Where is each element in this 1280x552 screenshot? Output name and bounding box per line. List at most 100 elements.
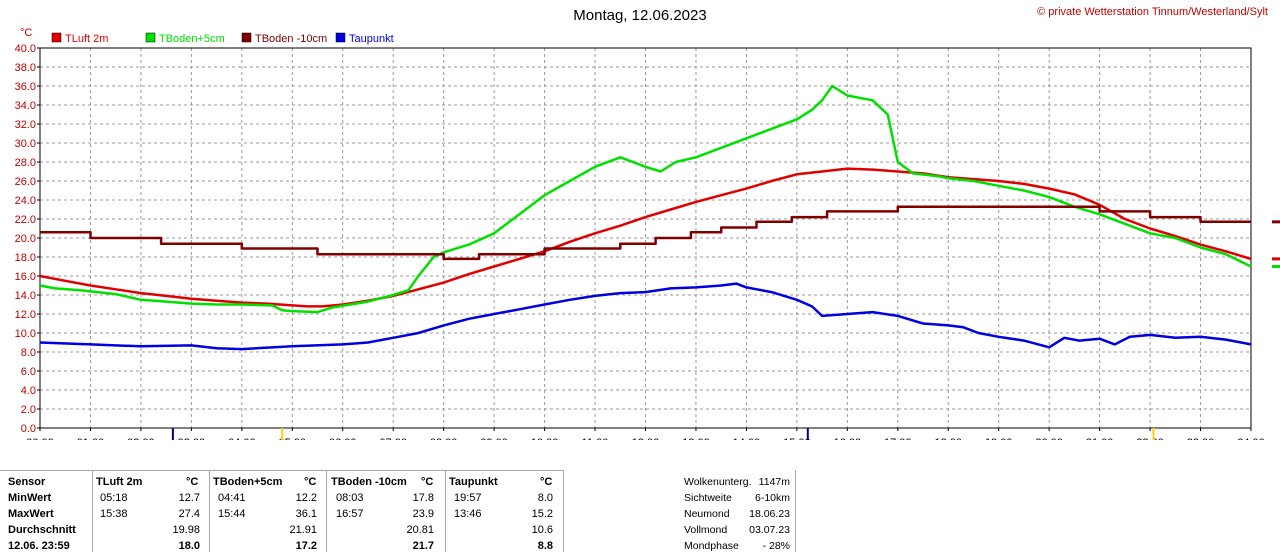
min-time: 04:41 (218, 492, 246, 504)
last-value: 17.2 (295, 540, 317, 552)
x-tick-label: 09:00 (480, 437, 508, 440)
min-value: 12.7 (178, 492, 200, 504)
chart-title: Montag, 12.06.2023 (573, 7, 706, 24)
row-label-max: MaxWert (8, 508, 54, 520)
x-tick-label: 01:00 (77, 437, 105, 440)
series-line (39, 84, 1252, 314)
info-label: Mondphase (684, 540, 739, 552)
x-tick-label: 02:00 (127, 437, 155, 440)
min-value: 12.2 (295, 492, 317, 504)
legend-label: Taupunkt (349, 33, 394, 45)
legend-swatch (335, 32, 346, 43)
y-tick-label: 2.0 (21, 404, 36, 416)
x-tick-label: 15:00 (783, 437, 811, 440)
table-separator (0, 470, 563, 471)
y-tick-label: 30.0 (15, 138, 36, 150)
info-label: Sichtweite (684, 492, 732, 504)
max-value: 27.4 (178, 508, 200, 520)
info-value: - 28% (762, 540, 790, 552)
col-divider (326, 470, 327, 552)
x-tick-label: 08:00 (430, 437, 458, 440)
y-tick-label: 34.0 (15, 100, 36, 112)
info-divider (795, 470, 796, 552)
col-divider (445, 470, 446, 552)
col-divider (563, 470, 564, 552)
x-tick-label: 04:00 (228, 437, 256, 440)
info-label: Wolkenunterg. (684, 476, 752, 488)
x-tick-label: 18:00 (934, 437, 962, 440)
col-unit: °C (186, 476, 199, 488)
legend-label: TLuft 2m (65, 33, 108, 45)
y-tick-label: 22.0 (15, 214, 36, 226)
x-tick-label: 11:00 (582, 437, 609, 440)
x-tick-label: 07:00 (379, 437, 407, 440)
x-tick-label: 10:00 (531, 437, 559, 440)
y-tick-label: 4.0 (21, 385, 36, 397)
last-value: 8.8 (537, 540, 553, 552)
min-time: 05:18 (100, 492, 128, 504)
avg-value: 10.6 (531, 524, 553, 536)
min-value: 8.0 (537, 492, 553, 504)
y-tick-label: 6.0 (21, 366, 36, 378)
max-time: 13:46 (454, 508, 482, 520)
y-tick-label: 18.0 (15, 252, 36, 264)
sensor-header: Sensor (8, 476, 46, 488)
legend-swatch (51, 32, 62, 43)
series-line (39, 282, 1252, 351)
legend-swatch (145, 32, 156, 43)
y-tick-label: 0.0 (21, 423, 36, 435)
series-lines (39, 84, 1252, 351)
y-tick-label: 36.0 (15, 81, 36, 93)
y-tick-label: 32.0 (15, 119, 36, 131)
legend-swatch (241, 32, 252, 43)
y-tick-label: 14.0 (15, 290, 36, 302)
x-tick-label: 03:00 (178, 437, 206, 440)
col-header-taupunkt: Taupunkt (449, 476, 498, 488)
col-header-tboden10: TBoden -10cm (331, 476, 407, 488)
info-label: Vollmond (684, 524, 728, 536)
info-label: Neumond (684, 508, 730, 520)
max-value: 23.9 (412, 508, 434, 520)
right-value-markers (1272, 220, 1280, 268)
col-unit: °C (540, 476, 553, 488)
stats-table: Sensor MinWert MaxWert Durchschnitt 12.0… (0, 470, 680, 552)
x-tick-label: 19:00 (985, 437, 1013, 440)
x-tick-label: 00:00 (26, 437, 54, 440)
x-tick-label: 14:00 (733, 437, 761, 440)
info-value: 03.07.23 (749, 524, 790, 536)
avg-value: 21.91 (289, 524, 317, 536)
y-tick-label: 38.0 (15, 62, 36, 74)
last-value: 18.0 (178, 540, 200, 552)
y-tick-label: 26.0 (15, 176, 36, 188)
x-tick-label: 12:00 (632, 437, 660, 440)
min-value: 17.8 (412, 492, 434, 504)
col-header-tluft: TLuft 2m (96, 476, 143, 488)
x-tick-label: 05:00 (279, 437, 307, 440)
y-tick-label: 16.0 (15, 271, 36, 283)
grid (40, 48, 1251, 428)
col-divider (92, 470, 93, 552)
y-tick-label: 12.0 (15, 309, 36, 321)
sun-moon-events: 17:1602:3804:4815:1322:04 (171, 428, 1155, 440)
row-label-avg: Durchschnitt (8, 524, 76, 536)
max-time: 16:57 (336, 508, 364, 520)
y-tick-label: 24.0 (15, 195, 36, 207)
y-tick-label: 28.0 (15, 157, 36, 169)
y-tick-label: 8.0 (21, 347, 36, 359)
last-value: 21.7 (412, 540, 434, 552)
x-tick-label: 24:00 (1237, 437, 1265, 440)
y-tick-label: 10.0 (15, 328, 36, 340)
y-tick-label: 40.0 (15, 43, 36, 55)
y-tick-label: 20.0 (15, 233, 36, 245)
y-unit-label: °C (20, 27, 32, 39)
avg-value: 20.81 (406, 524, 434, 536)
row-label-last: 12.06. 23:59 (8, 540, 70, 552)
max-time: 15:38 (100, 508, 128, 520)
x-axis: 00:00 01:00 02:00 03:00 04:00 05:00 06:00 07:00… (26, 428, 1265, 440)
min-time: 19:57 (454, 492, 482, 504)
col-unit: °C (304, 476, 317, 488)
x-tick-label: 16:00 (834, 437, 862, 440)
x-tick-label: 17:00 (884, 437, 912, 440)
col-header-tboden5: TBoden+5cm (213, 476, 283, 488)
info-panel: Wolkenunterg. 1147m Sichtweite 6-10km Ne… (680, 470, 800, 552)
